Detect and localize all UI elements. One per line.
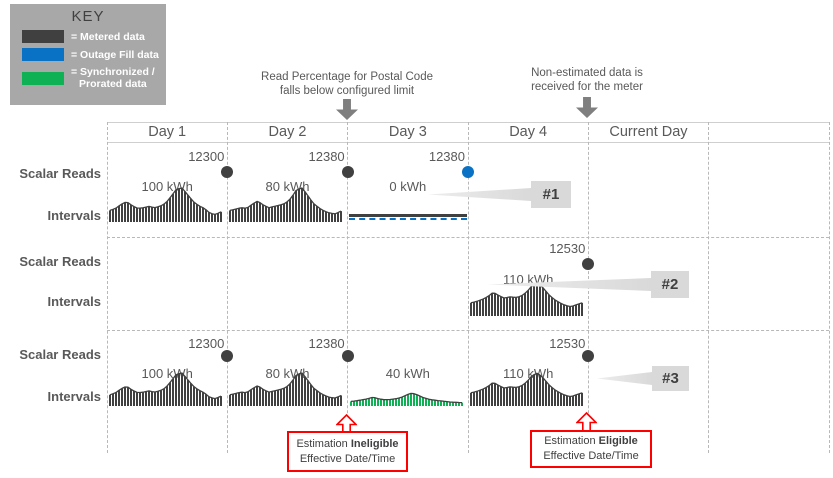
key-legend: KEY = Metered data = Outage Fill data = Sy… <box>10 4 166 105</box>
outage-swatch <box>22 48 64 61</box>
callout-badge: #3 <box>652 366 689 391</box>
interval-total-label: 40 kWh <box>385 366 430 381</box>
interval-bars-metered <box>470 372 583 406</box>
callout-badge: #2 <box>651 271 689 298</box>
estimation-eligible-note: Estimation Eligible Effective Date/Time <box>530 430 652 468</box>
scalar-read-dot-metered <box>221 166 234 178</box>
row-label-intervals: Intervals <box>47 294 101 309</box>
key-item-outage: = Outage Fill data <box>22 48 166 61</box>
metered-swatch <box>22 30 64 43</box>
annotation-line: Non-estimated data is <box>531 67 643 79</box>
annotation-non-estimated: Non-estimated data is received for the m… <box>497 67 677 94</box>
key-item-label: = Synchronized / Prorated data <box>71 66 155 90</box>
column-header-day-3: Day 3 <box>388 124 427 140</box>
annotation-line: falls below configured limit <box>279 84 415 97</box>
annotation-line: Read Percentage for Postal Code <box>261 71 433 83</box>
row-label-scalar-reads: Scalar Reads <box>19 166 101 181</box>
down-arrow-icon <box>576 97 598 118</box>
row-label-scalar-reads: Scalar Reads <box>19 254 101 269</box>
outage-fill-dashed-line <box>348 218 467 220</box>
callout-tail <box>597 372 652 385</box>
interval-bars-metered <box>109 187 222 222</box>
key-item-prorated: = Synchronized / Prorated data <box>22 66 166 90</box>
scalar-read-dot-metered <box>221 350 234 362</box>
grid-vline <box>467 122 469 453</box>
scalar-read-dot-outage <box>462 166 474 178</box>
note-line: Effective Date/Time <box>299 452 396 465</box>
prorated-swatch <box>22 71 64 85</box>
scalar-read-dot-metered <box>582 350 595 362</box>
outage-flat-line <box>348 214 467 217</box>
key-items: = Metered data = Outage Fill data = Synchr… <box>10 30 166 90</box>
scalar-read-dot-metered <box>582 258 595 270</box>
note-line: Estimation Eligible <box>544 435 638 448</box>
column-header-current-day: Current Day <box>609 124 688 140</box>
note-line: Effective Date/Time <box>543 450 639 462</box>
scalar-read-value: 12530 <box>549 336 586 351</box>
callout-tail <box>428 188 531 201</box>
key-item-label: = Metered data <box>71 30 145 43</box>
column-header-day-1: Day 1 <box>148 124 187 140</box>
column-header-day-2: Day 2 <box>268 124 307 140</box>
scalar-read-dot-metered <box>341 350 354 362</box>
row-label-intervals: Intervals <box>47 208 101 223</box>
key-item-metered: = Metered data <box>22 30 166 43</box>
column-header-day-4: Day 4 <box>509 124 548 140</box>
estimation-ineligible-note: Estimation Ineligible Effective Date/Tim… <box>287 431 408 472</box>
scalar-read-dot-metered <box>341 166 354 178</box>
scalar-read-value: 12380 <box>308 336 345 351</box>
grid-vline <box>226 122 228 453</box>
grid-vline <box>347 122 349 453</box>
row-label-scalar-reads: Scalar Reads <box>19 347 101 362</box>
column-header-blank <box>709 123 829 142</box>
scalar-read-value: 12300 <box>188 149 225 164</box>
scalar-read-value: 12380 <box>308 149 345 164</box>
key-title: KEY <box>71 8 105 25</box>
grid-vline <box>106 122 108 453</box>
grid-vline <box>828 122 830 453</box>
grid-row-separator <box>107 330 829 331</box>
scalar-read-value: 12380 <box>428 149 465 164</box>
annotation-postal-code: Read Percentage for Postal Code falls be… <box>230 71 464 98</box>
grid-vline <box>708 122 710 453</box>
note-line: Estimation Ineligible <box>296 437 399 450</box>
down-arrow-icon <box>336 99 358 120</box>
interval-bars-metered <box>229 372 343 406</box>
interval-bars-metered <box>109 372 222 406</box>
interval-bars-metered <box>229 187 343 222</box>
key-item-label: = Outage Fill data <box>71 48 159 61</box>
interval-bars-metered <box>470 282 583 316</box>
annotation-line: received for the meter <box>531 80 643 93</box>
scalar-read-value: 12530 <box>549 241 586 256</box>
interval-bars-prorated <box>349 392 463 406</box>
interval-total-label: 0 kWh <box>389 179 427 194</box>
grid-row-separator <box>107 237 829 238</box>
scalar-read-value: 12300 <box>188 336 225 351</box>
row-label-intervals: Intervals <box>47 389 101 404</box>
callout-badge: #1 <box>531 181 571 208</box>
